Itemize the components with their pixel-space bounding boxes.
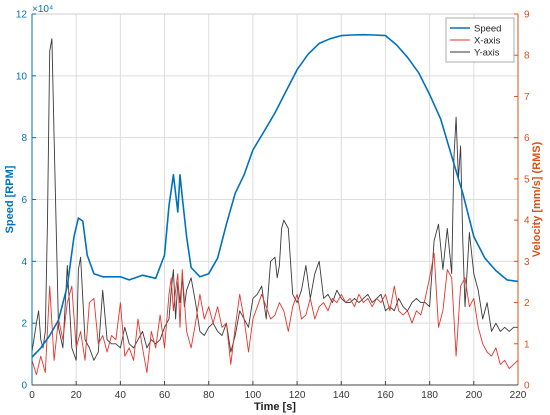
legend-entry-x-axis: X-axis xyxy=(474,36,501,47)
x-tick-label: 0 xyxy=(29,390,35,401)
right-tick-label: 3 xyxy=(524,257,530,268)
right-tick-label: 1 xyxy=(524,339,530,350)
x-tick-label: 60 xyxy=(159,390,171,401)
x-tick-label: 120 xyxy=(289,390,306,401)
x-tick-label: 160 xyxy=(377,390,394,401)
x-tick-label: 180 xyxy=(421,390,438,401)
legend: Speed X-axis Y-axis xyxy=(445,17,515,63)
left-tick-label: 12 xyxy=(16,10,28,21)
right-tick-label: 2 xyxy=(524,298,530,309)
right-tick-label: 4 xyxy=(524,216,530,227)
x-tick-label: 80 xyxy=(203,390,215,401)
x-tick-label: 100 xyxy=(245,390,262,401)
right-tick-label: 5 xyxy=(524,174,530,185)
legend-entry-speed: Speed xyxy=(474,24,501,35)
left-axis-exponent: ×10⁴ xyxy=(32,4,53,15)
right-tick-label: 0 xyxy=(524,381,530,392)
x-tick-label: 40 xyxy=(115,390,127,401)
left-tick-label: 0 xyxy=(21,381,27,392)
right-axis-label: Velocity [mm/s] (RMS) xyxy=(531,141,543,257)
x-tick-label: 220 xyxy=(510,390,527,401)
grid xyxy=(31,13,519,386)
left-axis-label: Speed [RPM] xyxy=(4,165,16,233)
series-speed-line xyxy=(31,33,519,358)
series-y-axis-line xyxy=(31,38,518,361)
x-axis-label: Time [s] xyxy=(254,401,296,413)
left-tick-label: 8 xyxy=(21,133,27,144)
left-tick-label: 2 xyxy=(21,319,27,330)
right-tick-label: 9 xyxy=(524,10,530,21)
x-tick-label: 200 xyxy=(465,390,482,401)
left-tick-label: 6 xyxy=(21,195,27,206)
right-tick-label: 7 xyxy=(524,92,530,103)
series-x-axis-line xyxy=(31,252,519,376)
right-tick-label: 8 xyxy=(524,51,530,62)
legend-entry-y-axis: Y-axis xyxy=(474,48,500,59)
left-tick-label: 10 xyxy=(16,71,28,82)
x-tick-label: 20 xyxy=(71,390,83,401)
series-group xyxy=(31,33,519,376)
right-tick-label: 6 xyxy=(524,133,530,144)
x-tick-label: 140 xyxy=(333,390,350,401)
tick-labels: 0 20 40 60 80 100 120 140 160 180 200 2200246810120… xyxy=(16,10,530,402)
left-tick-label: 4 xyxy=(21,257,27,268)
